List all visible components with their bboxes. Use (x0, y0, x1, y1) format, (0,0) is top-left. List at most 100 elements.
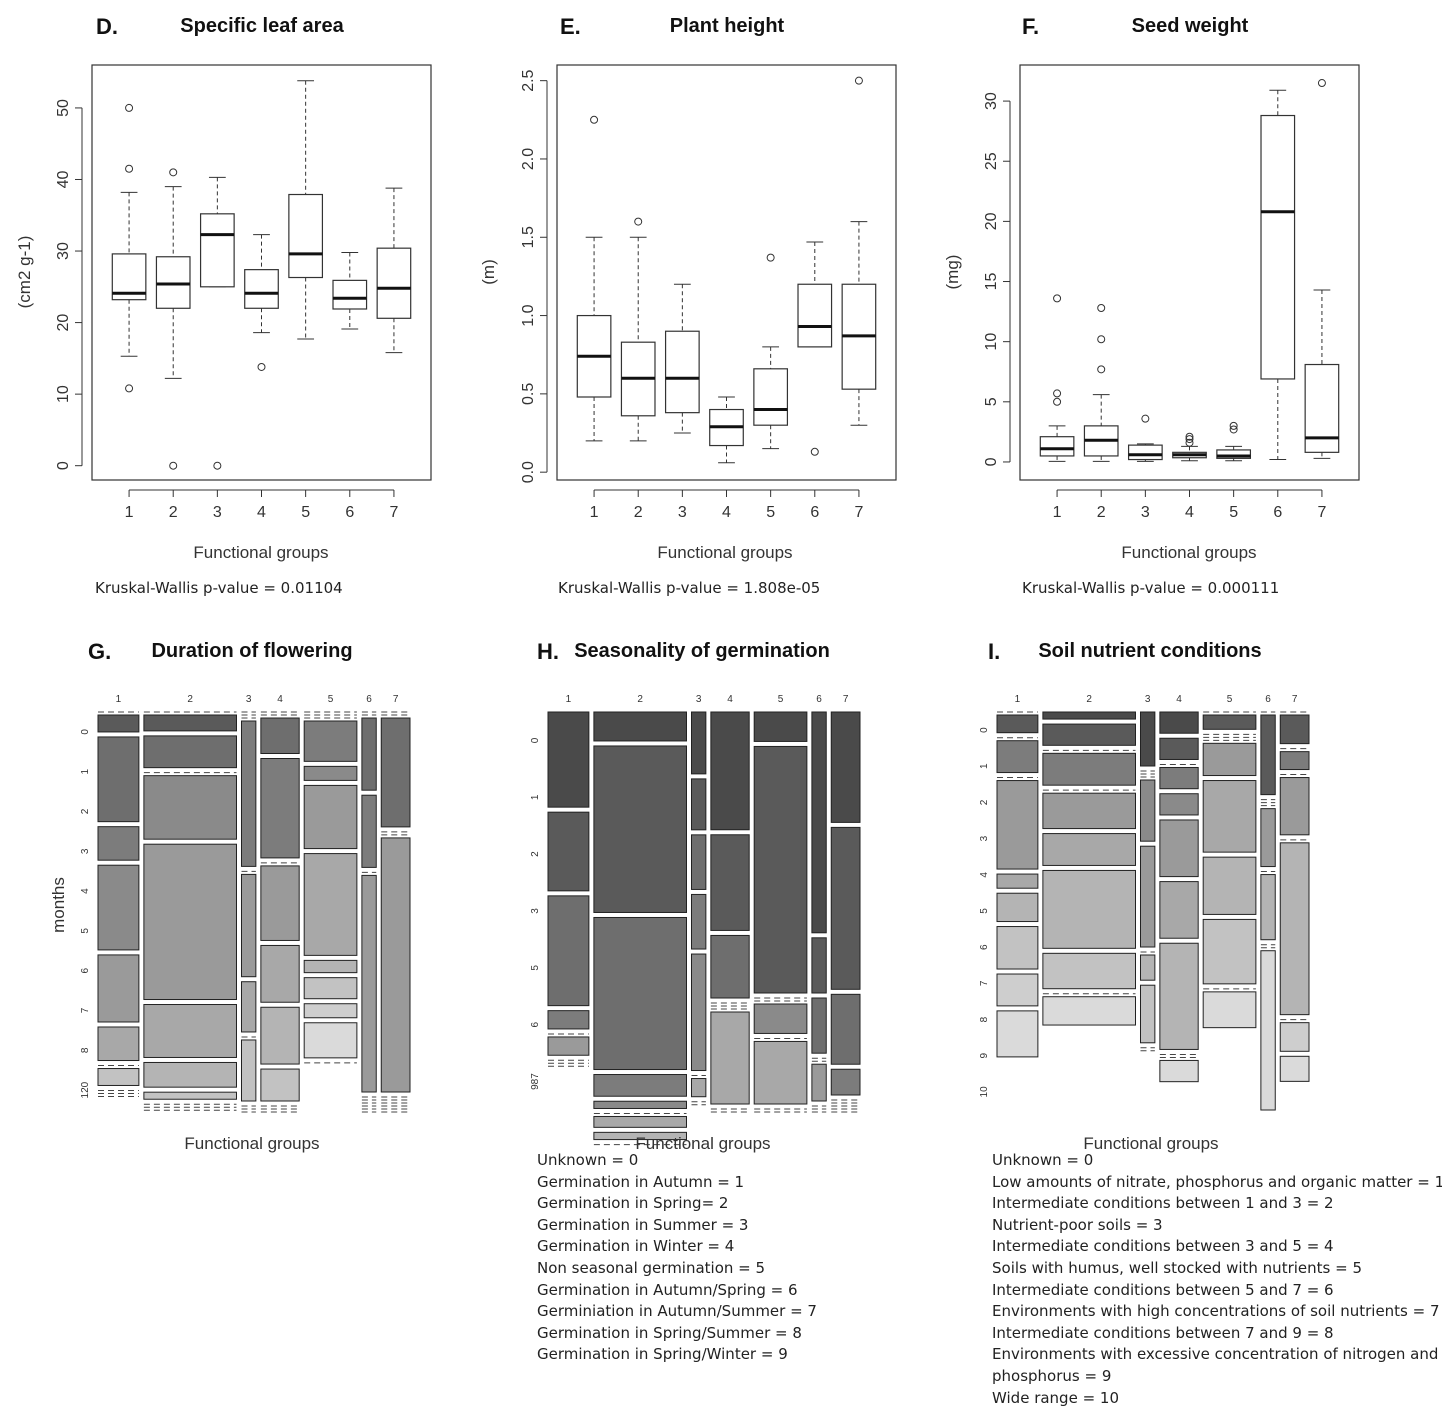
x-tick-label: 2 (634, 504, 643, 521)
mosaic-cell (753, 1040, 808, 1105)
panel-e-xlabel: Functional groups (657, 543, 792, 562)
outlier-point (125, 384, 134, 393)
row-label: 4 (979, 872, 990, 878)
column-label: 2 (637, 694, 643, 705)
mosaic-cell (1260, 808, 1276, 868)
mosaic-cell (1159, 737, 1199, 760)
mosaic-cell (240, 720, 257, 867)
mosaic-cell (143, 775, 237, 840)
mosaic-cell (690, 834, 707, 890)
y-tick-label: 10 (983, 333, 1000, 351)
mosaic-cell (753, 711, 808, 742)
mosaic-cell (143, 714, 237, 732)
panel-g-title: Duration of flowering (151, 640, 352, 662)
mosaic-cell (1139, 954, 1156, 981)
outlier-point (1097, 335, 1106, 344)
mosaic-cell (593, 1074, 687, 1097)
mosaic-cell (260, 1068, 300, 1102)
row-label: 5 (80, 928, 91, 934)
mosaic-cell (547, 1036, 590, 1056)
box-iqr (376, 247, 412, 319)
x-tick-label: 5 (766, 504, 775, 521)
row-label: 9 (979, 1053, 990, 1059)
mosaic-cell (143, 843, 237, 1001)
mosaic-cell (996, 892, 1039, 923)
box-iqr (1260, 114, 1296, 380)
box-iqr (1216, 449, 1252, 459)
outlier-point (1141, 414, 1150, 423)
outlier-point (854, 76, 863, 85)
row-label: 2 (979, 799, 990, 805)
outlier-point (1097, 365, 1106, 374)
mosaic-cell (1042, 869, 1136, 949)
x-tick-label: 4 (1185, 504, 1194, 521)
mosaic-cell (1042, 723, 1136, 746)
mosaic-cell (1159, 819, 1199, 878)
outlier-point (125, 103, 134, 112)
panel-h-legend-item: Germiniation in Autumn/Summer = 7 (537, 1302, 817, 1321)
x-tick-label: 4 (722, 504, 731, 521)
panel-g-letter: G. (88, 639, 111, 664)
row-label: 10 (979, 1086, 990, 1098)
box-iqr (1039, 436, 1075, 457)
mosaic-cell (811, 997, 827, 1054)
box-iqr (199, 213, 235, 288)
box-group-7 (376, 187, 412, 354)
column-label: 7 (393, 694, 399, 705)
mosaic-cell (996, 873, 1039, 889)
column-label: 2 (187, 694, 193, 705)
mosaic-cell (753, 745, 808, 994)
panel-i-legend-item: Nutrient-poor soils = 3 (992, 1215, 1163, 1234)
panel-h-legend: Unknown = 0 Germination in Autumn = 1 Germ… (537, 1150, 817, 1366)
outlier-point (213, 461, 222, 470)
panel-g-ylabel: months (49, 877, 68, 933)
mosaic-cell (996, 780, 1039, 870)
panel-h-legend-item: Germination in Spring/Summer = 8 (537, 1323, 802, 1342)
y-tick-label: 2.0 (520, 148, 537, 170)
outlier-point (125, 164, 134, 173)
panel-i-legend-item: Intermediate conditions between 5 and 7 … (992, 1280, 1334, 1299)
mosaic-cell (690, 778, 707, 831)
mosaic-cell (1139, 779, 1156, 842)
x-tick-label: 1 (1053, 504, 1062, 521)
mosaic-cell (1260, 950, 1276, 1111)
mosaic-cell (1042, 996, 1136, 1026)
mosaic-cell (303, 784, 358, 850)
mosaic-cell (1279, 751, 1310, 771)
column-label: 5 (778, 694, 784, 705)
y-tick-label: 0.5 (520, 383, 537, 405)
panel-g-xlabel: Functional groups (184, 1134, 319, 1153)
mosaic-cell (593, 711, 687, 742)
row-label: 1 (530, 794, 541, 800)
box-group-2 (620, 217, 656, 442)
column-label: 6 (366, 694, 372, 705)
row-label: 7 (80, 1007, 91, 1013)
box-group-4 (709, 396, 744, 464)
panel-h-title: Seasonality of germination (574, 640, 830, 662)
x-tick-label: 5 (301, 504, 310, 521)
row-label: 0 (979, 727, 990, 733)
panel-f-frame (1019, 64, 1360, 481)
x-tick-label: 3 (678, 504, 687, 521)
box-group-5 (288, 80, 324, 340)
row-label: 4 (80, 888, 91, 894)
outlier-point (766, 253, 775, 262)
panel-h-xlabel: Functional groups (635, 1134, 770, 1153)
box-group-2 (1083, 303, 1119, 462)
box-group-5 (1216, 421, 1252, 462)
column-label: 6 (1265, 694, 1271, 705)
panel-i-legend-item: phosphorus = 9 (992, 1366, 1112, 1385)
mosaic-cell (1139, 984, 1156, 1044)
y-tick-label: 25 (983, 152, 1000, 170)
mosaic-cell (380, 837, 411, 1093)
box-group-3 (664, 283, 700, 434)
mosaic-cell (996, 1010, 1039, 1058)
mosaic-cell (1139, 711, 1156, 767)
mosaic-cell (593, 1115, 687, 1128)
mosaic-cell (1279, 777, 1310, 836)
x-tick-label: 6 (810, 504, 819, 521)
panel-i-legend-item: Intermediate conditions between 7 and 9 … (992, 1323, 1334, 1342)
box-iqr (1127, 444, 1163, 461)
panel-i-letter: I. (988, 639, 1000, 664)
panel-i-legend-item: Intermediate conditions between 1 and 3 … (992, 1194, 1334, 1213)
